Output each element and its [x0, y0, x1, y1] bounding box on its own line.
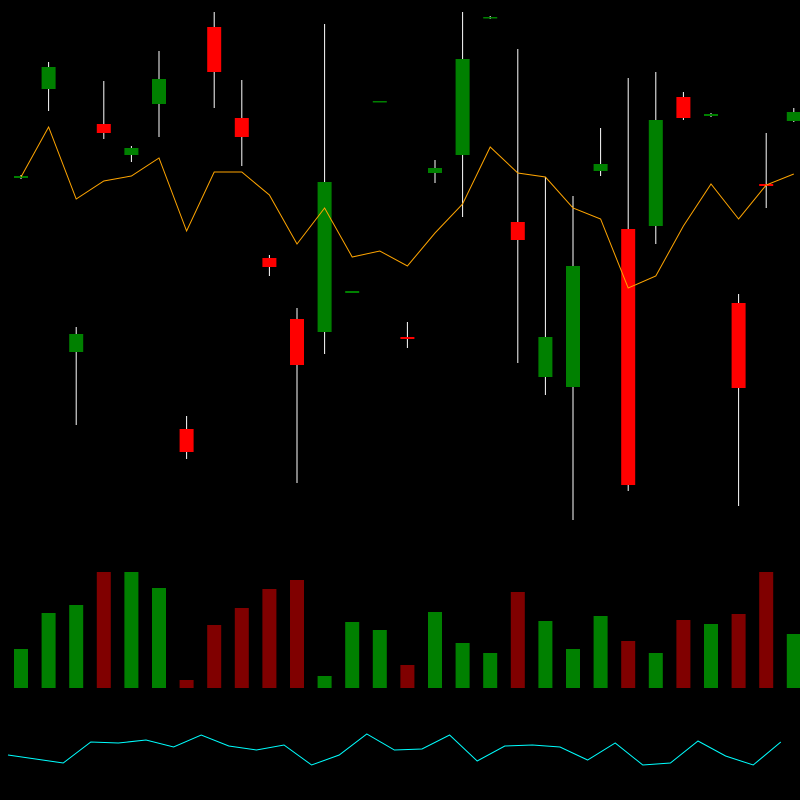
candle-body	[96, 124, 111, 133]
candle-body	[593, 164, 608, 171]
candle-body	[510, 222, 525, 240]
volume-bar	[372, 630, 387, 688]
volume-bar	[41, 613, 56, 688]
volume-bar	[14, 649, 28, 688]
candle-body	[290, 319, 304, 365]
volume-bar	[759, 572, 774, 688]
volume-bar	[234, 608, 249, 688]
volume-bar	[731, 614, 746, 688]
candle-body	[124, 148, 139, 155]
candle-body	[538, 337, 553, 377]
candle-body	[676, 97, 691, 118]
candle-body	[317, 182, 332, 332]
moving-average-line	[20, 125, 794, 289]
candle-body	[731, 303, 746, 388]
volume-bar	[538, 621, 553, 688]
candle-body	[41, 67, 56, 89]
volume-bar	[124, 572, 139, 688]
candle-body	[372, 101, 387, 103]
volume-bar	[345, 622, 360, 688]
volume-bar	[455, 643, 470, 688]
volume-bar	[428, 612, 442, 688]
volume-bar	[290, 580, 304, 688]
candle-body	[704, 114, 718, 116]
candle-body	[786, 112, 800, 121]
candle-body	[69, 334, 84, 352]
candle-body	[566, 266, 580, 387]
candle-body	[262, 258, 277, 267]
candle-body	[400, 337, 415, 339]
volume-bar	[648, 653, 663, 688]
candle-body	[483, 17, 498, 19]
indicator-line	[7, 733, 782, 766]
volume-bar	[179, 680, 194, 688]
volume-bar	[786, 634, 800, 688]
candle-body	[345, 291, 360, 293]
volume-bar	[400, 665, 415, 688]
volume-bar	[566, 649, 580, 688]
candle-body	[428, 168, 442, 173]
volume-bar	[593, 616, 608, 688]
volume-bar	[96, 572, 111, 688]
candle-body	[152, 79, 166, 104]
candle-body	[621, 229, 636, 485]
volume-bar	[483, 653, 498, 688]
volume-bar	[69, 605, 84, 688]
volume-bar	[207, 625, 222, 688]
candle-body	[234, 118, 249, 137]
candle-body	[207, 27, 222, 72]
volume-bar	[704, 624, 718, 688]
candle-body	[648, 120, 663, 226]
volume-bar	[676, 620, 691, 688]
volume-bar	[317, 676, 332, 688]
volume-bar	[262, 589, 277, 688]
candle-body	[455, 59, 470, 155]
candle-body	[179, 429, 194, 452]
volume-bar	[152, 588, 166, 688]
volume-bar	[621, 641, 636, 688]
volume-bar	[510, 592, 525, 688]
